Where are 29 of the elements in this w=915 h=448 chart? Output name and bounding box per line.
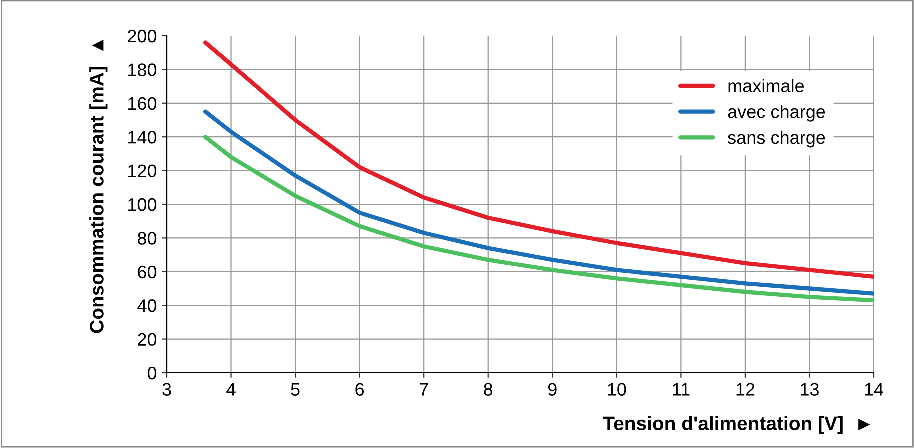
x-tick-label: 7 [420,383,428,396]
x-tick-label: 14 [865,383,884,396]
legend-label: avec charge [728,105,826,122]
x-tick-label: 6 [356,383,364,396]
y-tick-label: 40 [138,300,157,312]
x-tick-label: 11 [673,383,690,396]
x-tick-label: 3 [162,383,172,396]
y-tick-label: 160 [128,97,157,110]
x-tick-label: 12 [736,383,755,396]
y-tick-label: 60 [138,266,157,279]
x-tick-label: 9 [548,383,557,396]
legend-label: maximale [728,79,804,92]
x-axis-title: Tension d'alimentation [V] ► [603,416,870,434]
y-tick-label: 100 [128,198,157,212]
y-tick-label: 20 [138,333,157,346]
x-tick-label: 13 [801,383,819,396]
x-tick-label: 10 [608,383,626,396]
y-tick-label: 0 [148,366,157,380]
y-tick-label: 140 [128,131,157,144]
legend-label: sans charge [728,130,826,148]
line-series [203,40,874,280]
y-tick-label: 120 [128,164,157,178]
y-tick-label: 200 [128,30,157,43]
x-tick-label: 5 [291,383,300,396]
y-tick-label: 180 [128,64,157,76]
x-tick-label: 8 [484,383,493,396]
x-tick-label: 4 [226,383,236,396]
y-tick-label: 80 [138,232,157,245]
y-axis-title: Consommation courant [mA] ▲ [90,40,108,334]
